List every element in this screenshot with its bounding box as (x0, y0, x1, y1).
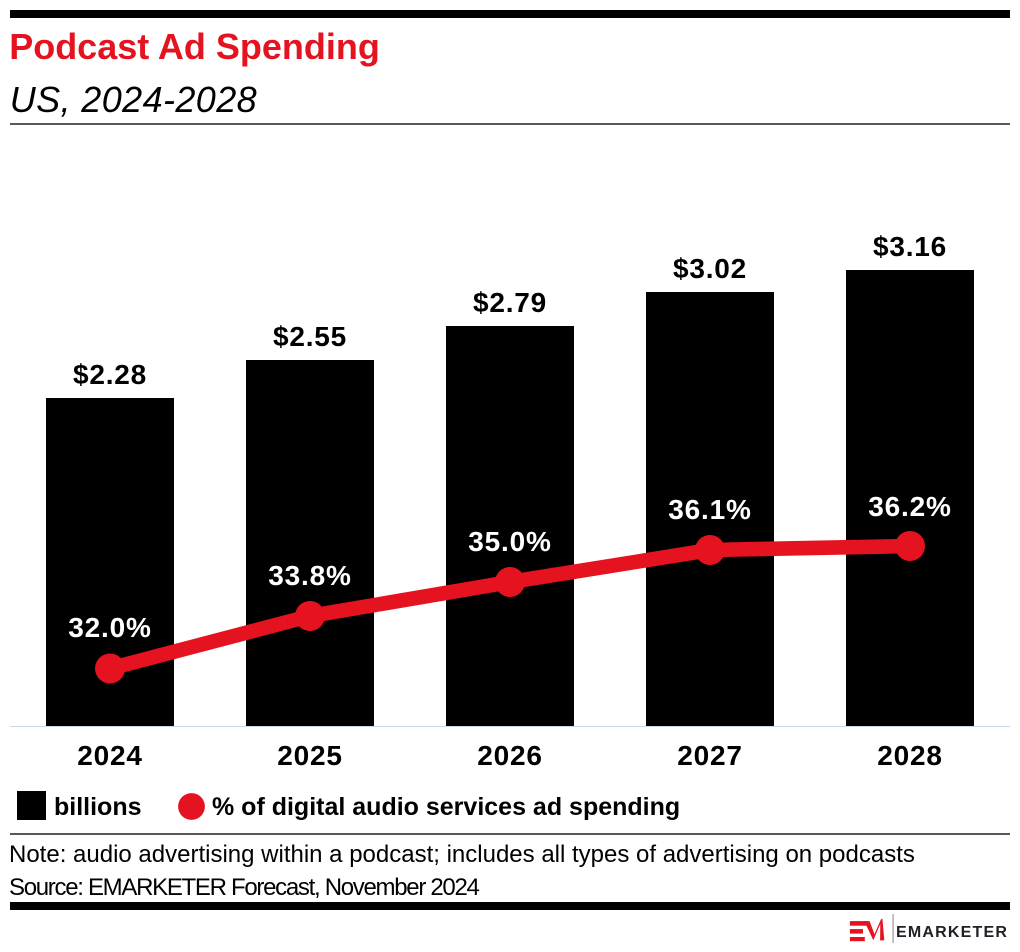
svg-text:EMARKETER: EMARKETER (896, 924, 1008, 941)
